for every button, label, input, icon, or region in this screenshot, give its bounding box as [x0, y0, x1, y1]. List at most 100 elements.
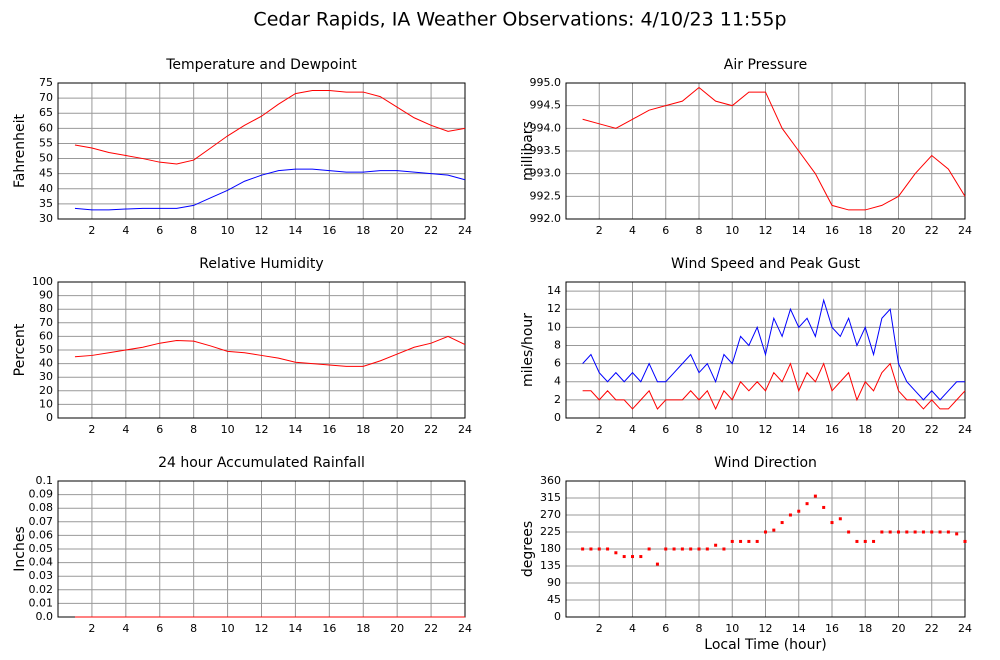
- data-point: [664, 547, 668, 551]
- y-tick-label: 80: [39, 302, 53, 315]
- x-tick-label: 8: [190, 622, 197, 635]
- x-tick-label: 16: [322, 622, 336, 635]
- x-tick-label: 18: [858, 622, 872, 635]
- x-tick-label: 18: [858, 423, 872, 436]
- data-point: [797, 509, 801, 513]
- x-tick-label: 18: [356, 622, 370, 635]
- data-point: [597, 547, 601, 551]
- data-point: [764, 530, 767, 534]
- x-tick-label: 14: [792, 622, 806, 635]
- x-axis-label: Local Time (hour): [704, 637, 826, 653]
- x-tick-label: 24: [458, 224, 472, 237]
- data-point: [921, 530, 925, 534]
- y-axis-label: miles/hour: [520, 313, 536, 387]
- data-point: [780, 521, 784, 525]
- x-tick-label: 18: [858, 224, 872, 237]
- x-tick-label: 22: [925, 423, 939, 436]
- chart-title: 24 hour Accumulated Rainfall: [158, 455, 365, 471]
- data-point: [963, 539, 967, 543]
- x-tick-label: 4: [122, 423, 129, 436]
- x-tick-label: 22: [925, 622, 939, 635]
- x-tick-label: 24: [458, 423, 472, 436]
- x-tick-label: 8: [696, 622, 703, 635]
- data-line: [74, 168, 466, 211]
- y-tick-label: 60: [39, 329, 53, 342]
- y-tick-label: 0.01: [29, 596, 54, 609]
- y-tick-label: 50: [39, 152, 53, 165]
- y-tick-label: 2: [554, 393, 561, 406]
- y-tick-label: 14: [547, 284, 561, 297]
- data-point: [880, 530, 884, 534]
- x-tick-label: 20: [390, 622, 404, 635]
- y-tick-label: 315: [540, 491, 561, 504]
- y-axis-label: Percent: [12, 323, 28, 376]
- x-tick-label: 10: [221, 423, 235, 436]
- y-tick-label: 90: [547, 576, 561, 589]
- y-tick-label: 135: [540, 559, 561, 572]
- data-point: [680, 547, 684, 551]
- x-tick-label: 6: [156, 622, 163, 635]
- x-tick-label: 20: [892, 622, 906, 635]
- data-point: [631, 555, 634, 559]
- chart-title: Temperature and Dewpoint: [165, 57, 357, 73]
- data-point: [888, 530, 892, 534]
- data-point: [830, 521, 834, 525]
- y-tick-label: 10: [547, 320, 561, 333]
- y-tick-label: 50: [39, 343, 53, 356]
- y-tick-label: 180: [540, 542, 561, 555]
- y-tick-label: 0: [554, 411, 561, 424]
- y-tick-label: 70: [39, 91, 53, 104]
- data-point: [813, 494, 817, 498]
- y-tick-label: 8: [554, 338, 561, 351]
- y-tick-label: 0.04: [29, 556, 54, 569]
- x-tick-label: 22: [925, 224, 939, 237]
- x-tick-label: 16: [825, 224, 839, 237]
- data-point: [938, 530, 942, 534]
- y-tick-label: 270: [540, 508, 561, 521]
- plot-frame: [565, 82, 966, 220]
- x-tick-label: 20: [390, 423, 404, 436]
- main-title: Cedar Rapids, IA Weather Observations: 4…: [253, 9, 786, 31]
- y-tick-label: 993.0: [530, 167, 562, 180]
- x-tick-label: 6: [662, 622, 669, 635]
- x-tick-label: 22: [424, 423, 438, 436]
- x-tick-label: 2: [88, 622, 95, 635]
- x-tick-label: 14: [792, 423, 806, 436]
- plot-frame: [565, 480, 966, 618]
- data-point: [714, 543, 718, 547]
- x-tick-label: 20: [892, 423, 906, 436]
- x-tick-label: 16: [825, 622, 839, 635]
- data-point: [838, 517, 842, 521]
- data-point: [639, 555, 643, 559]
- x-tick-label: 4: [122, 224, 129, 237]
- data-point: [946, 530, 950, 534]
- data-point: [722, 547, 726, 551]
- y-tick-label: 40: [39, 182, 53, 195]
- y-tick-label: 100: [32, 275, 53, 288]
- chart-title: Relative Humidity: [199, 256, 323, 272]
- data-point: [755, 539, 759, 543]
- y-axis-label: millibars: [520, 121, 536, 181]
- data-point: [872, 539, 876, 543]
- data-point: [847, 530, 851, 534]
- data-point: [913, 530, 917, 534]
- x-tick-label: 4: [629, 423, 636, 436]
- data-point: [822, 505, 826, 509]
- x-tick-label: 14: [288, 622, 302, 635]
- y-tick-label: 10: [39, 397, 53, 410]
- data-point: [606, 547, 610, 551]
- x-tick-label: 18: [356, 423, 370, 436]
- chart-title: Wind Speed and Peak Gust: [671, 256, 860, 272]
- y-tick-label: 0.1: [36, 474, 54, 487]
- data-point: [788, 513, 792, 517]
- data-point: [930, 530, 934, 534]
- data-line: [582, 86, 966, 211]
- x-tick-label: 14: [288, 423, 302, 436]
- y-tick-label: 0.07: [29, 515, 54, 528]
- x-tick-label: 2: [88, 224, 95, 237]
- x-tick-label: 6: [156, 224, 163, 237]
- x-tick-label: 24: [458, 622, 472, 635]
- y-tick-label: 65: [39, 106, 53, 119]
- y-tick-label: 225: [540, 525, 561, 538]
- x-tick-label: 2: [596, 622, 603, 635]
